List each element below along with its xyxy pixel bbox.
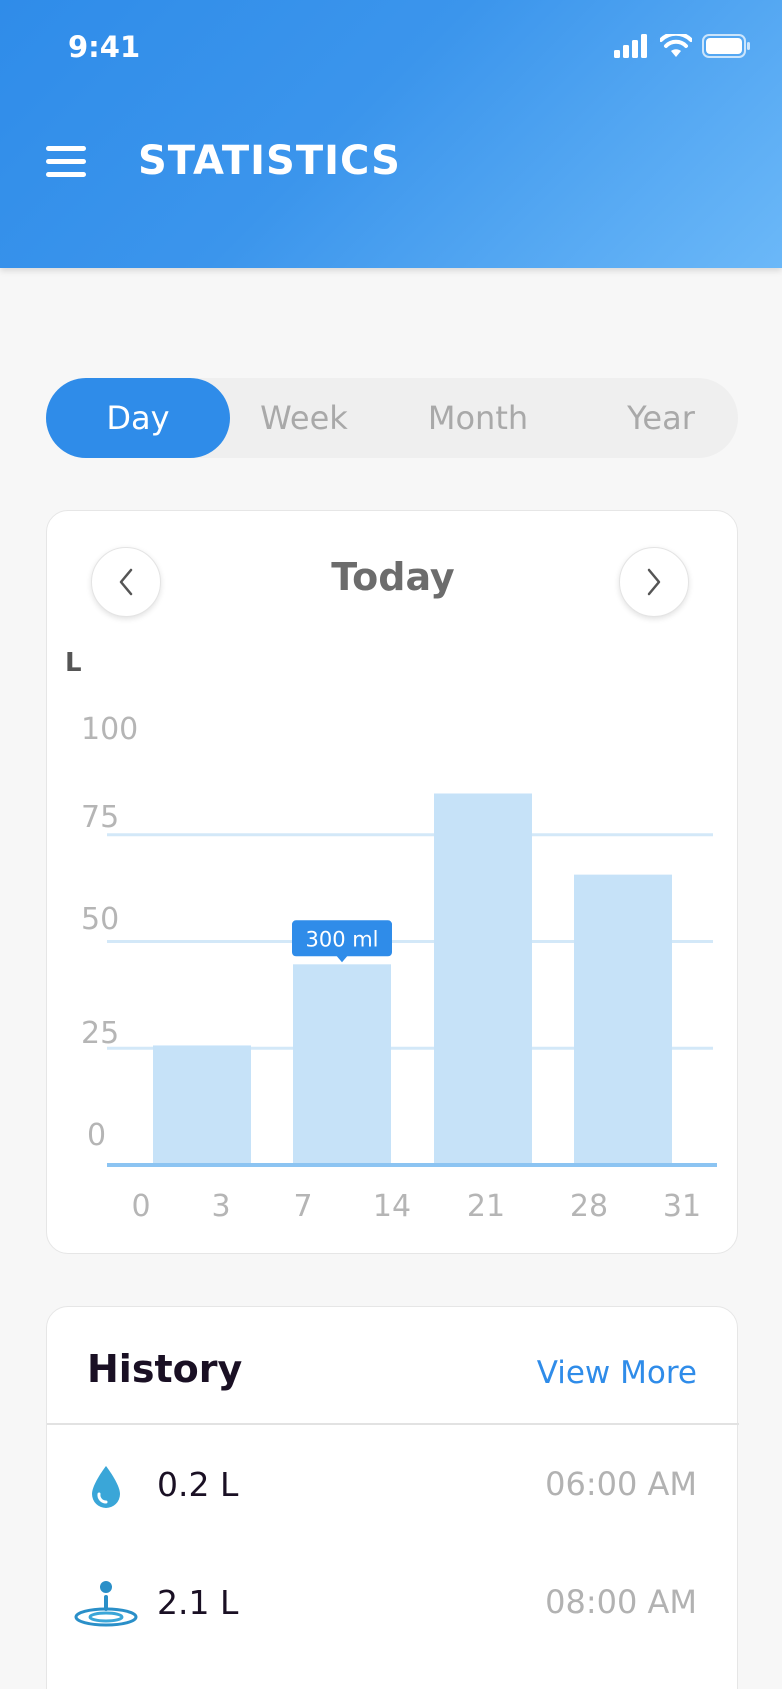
previous-period-button[interactable] bbox=[91, 547, 161, 617]
history-time: 06:00 AM bbox=[545, 1465, 697, 1503]
history-title: History bbox=[87, 1347, 243, 1391]
bar bbox=[574, 874, 672, 1165]
x-tick-label: 21 bbox=[467, 1189, 505, 1224]
app-header: 9:41 STATISTICS bbox=[0, 0, 782, 268]
history-card: History View More 0.2 L 06:00 AM 2.1 L 0… bbox=[46, 1306, 739, 1689]
battery-icon bbox=[702, 34, 750, 58]
tab-week[interactable]: Week bbox=[260, 399, 348, 437]
bar-tooltip-pointer bbox=[336, 955, 348, 963]
x-tick-label: 28 bbox=[570, 1189, 608, 1224]
y-axis-label: L bbox=[65, 648, 82, 678]
status-time: 9:41 bbox=[68, 30, 141, 64]
x-tick-label: 31 bbox=[663, 1189, 701, 1224]
tab-day[interactable]: Day bbox=[46, 378, 230, 458]
chevron-left-icon bbox=[119, 568, 133, 596]
y-tick-label: 50 bbox=[81, 902, 119, 937]
page-title: STATISTICS bbox=[138, 138, 401, 184]
history-item[interactable]: 2.1 L 08:00 AM bbox=[47, 1565, 739, 1645]
bar bbox=[434, 793, 532, 1165]
x-tick-label: 3 bbox=[211, 1189, 230, 1224]
x-tick-label: 14 bbox=[373, 1189, 411, 1224]
wifi-icon bbox=[660, 34, 692, 57]
y-tick-label: 0 bbox=[87, 1118, 106, 1153]
history-amount: 2.1 L bbox=[157, 1583, 239, 1622]
signal-icon bbox=[614, 34, 647, 58]
view-more-link[interactable]: View More bbox=[536, 1355, 697, 1391]
bar-tooltip bbox=[292, 920, 392, 957]
y-tick-label: 75 bbox=[81, 800, 119, 835]
y-tick-label: 100 bbox=[81, 712, 138, 747]
tab-year[interactable]: Year bbox=[627, 399, 695, 437]
chart-card: Today L 100 75 50 25 0 300 ml 0 3 7 14 21 28 31 bbox=[46, 510, 738, 1254]
period-tabs: Day Week Month Year bbox=[46, 378, 738, 458]
history-amount: 0.2 L bbox=[157, 1465, 239, 1504]
y-tick-label: 25 bbox=[81, 1016, 119, 1051]
water-splash-icon bbox=[71, 1575, 141, 1635]
hamburger-menu-icon[interactable] bbox=[46, 146, 90, 186]
water-drop-icon bbox=[71, 1457, 141, 1517]
history-item[interactable]: 0.2 L 06:00 AM bbox=[47, 1447, 739, 1527]
bar-tooltip-label: 300 ml bbox=[305, 927, 378, 951]
history-time: 08:00 AM bbox=[545, 1583, 697, 1621]
period-label: Today bbox=[331, 555, 455, 599]
divider bbox=[47, 1423, 739, 1425]
next-period-button[interactable] bbox=[619, 547, 689, 617]
bar bbox=[153, 1045, 251, 1165]
x-tick-label: 7 bbox=[293, 1189, 312, 1224]
status-icons bbox=[614, 34, 750, 58]
x-tick-label: 0 bbox=[131, 1189, 150, 1224]
chevron-right-icon bbox=[647, 568, 661, 596]
tab-month[interactable]: Month bbox=[427, 399, 529, 437]
water-intake-bar-chart: L 100 75 50 25 0 300 ml 0 3 7 14 21 28 31 bbox=[65, 648, 717, 1224]
bar bbox=[293, 964, 391, 1165]
